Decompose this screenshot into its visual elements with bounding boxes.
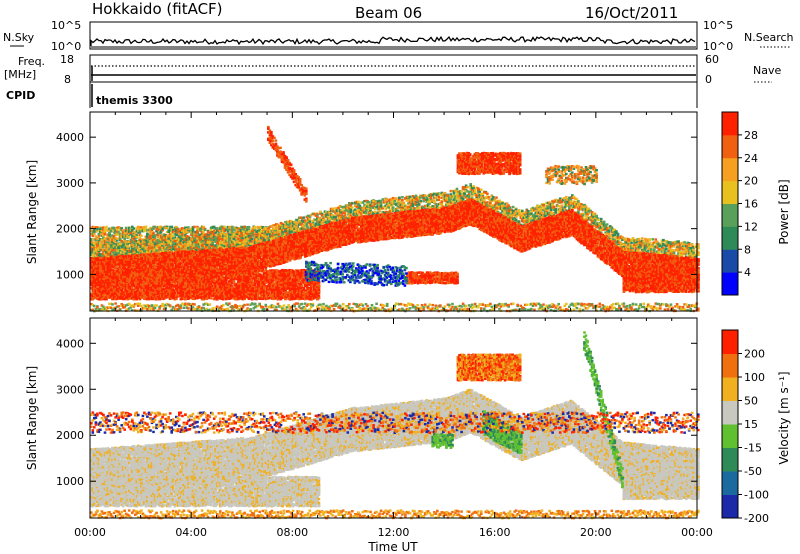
cpid-panel: CPID themis 3300 — [6, 82, 697, 108]
colorbar-tick-label: 15 — [744, 418, 758, 431]
colorbar-tick-label: 20 — [744, 175, 758, 188]
colorbar-swatch — [722, 204, 738, 227]
colorbar-swatch — [722, 377, 738, 401]
x-tick-label: 04:00 — [175, 526, 207, 539]
colorbar-swatch — [722, 424, 738, 448]
freq-tick-top: 18 — [60, 53, 74, 66]
y-tick-label: 4000 — [56, 131, 84, 144]
date-title: 16/Oct/2011 — [585, 4, 678, 22]
x-tick-label: 20:00 — [580, 526, 612, 539]
colorbar-tick-label: 8 — [744, 243, 751, 256]
y-tick-label: 2000 — [56, 429, 84, 442]
x-tick-label: 00:00 — [681, 526, 713, 539]
colorbar-tick-label: 4 — [744, 266, 751, 279]
beam-title: Beam 06 — [355, 4, 422, 22]
colorbar-swatch — [722, 330, 738, 354]
xlabel: Time UT — [367, 540, 418, 554]
colorbar-swatch — [722, 158, 738, 181]
y-tick-label: 1000 — [56, 268, 84, 281]
colorbar-swatch — [722, 226, 738, 249]
nsky-trace — [91, 37, 696, 47]
station-title: Hokkaido (fitACF) — [92, 0, 223, 18]
freq-unit: [MHz] — [4, 68, 36, 81]
velocity-colorbar-label: Velocity [m s⁻¹] — [777, 371, 791, 464]
power-panel: 1000 2000 3000 4000 Slant Range [km] 4 8 12 16… — [25, 112, 791, 312]
colorbar-tick-label: 50 — [744, 395, 758, 408]
nsky-tick-top: 10^5 — [51, 19, 81, 32]
colorbar-swatch — [722, 471, 738, 495]
velocity-ylabel: Slant Range [km] — [25, 366, 39, 470]
nsearch-label: N.Search — [744, 31, 794, 44]
colorbar-swatch — [722, 401, 738, 425]
colorbar-tick-label: 100 — [744, 371, 765, 384]
colorbar-tick-label: -15 — [744, 442, 762, 455]
colorbar-swatch — [722, 448, 738, 472]
cpid-label: CPID — [6, 89, 35, 102]
colorbar-tick-label: 24 — [744, 152, 758, 165]
nsky-panel: N.Sky 10^5 10^0 10^5 10^0 N.Search — [3, 19, 794, 53]
velocity-panel: 1000 2000 3000 4000 Slant Range [km] 200 100… — [25, 112, 791, 554]
power-ylabel: Slant Range [km] — [25, 160, 39, 264]
y-tick-label: 2000 — [56, 223, 84, 236]
x-tick-label: 00:00 — [74, 526, 106, 539]
colorbar-swatch — [722, 135, 738, 158]
colorbar-tick-label: 16 — [744, 198, 758, 211]
velocity-colorbar: 200 100 50 15 -15 -50 -100 -200 — [722, 330, 769, 525]
colorbar-tick-label: 200 — [744, 348, 765, 361]
freq-tick-bottom: 8 — [64, 73, 71, 86]
y-tick-label: 1000 — [56, 475, 84, 488]
colorbar-swatch — [722, 272, 738, 295]
y-tick-label: 4000 — [56, 337, 84, 350]
nsky-label: N.Sky — [3, 31, 35, 44]
radar-summary-plot: Hokkaido (fitACF) Beam 06 16/Oct/2011 N.… — [0, 0, 800, 554]
nsky-tick-bottom: 10^0 — [51, 40, 81, 53]
nave-label: Nave — [753, 64, 781, 77]
colorbar-swatch — [722, 181, 738, 204]
power-colorbar-label: Power [dB] — [777, 179, 791, 244]
x-tick-label: 16:00 — [479, 526, 511, 539]
power-colorbar: 4 8 12 16 20 24 28 — [722, 112, 758, 296]
x-tick-label: 08:00 — [276, 526, 308, 539]
colorbar-swatch — [722, 249, 738, 272]
colorbar-tick-label: -50 — [744, 465, 762, 478]
nave-tick-bottom: 0 — [705, 73, 712, 86]
freq-label: Freq. — [18, 55, 45, 68]
colorbar-swatch — [722, 495, 738, 519]
colorbar-tick-label: -100 — [744, 489, 769, 502]
colorbar-swatch — [722, 354, 738, 378]
colorbar-tick-label: 12 — [744, 220, 758, 233]
y-tick-label: 3000 — [56, 383, 84, 396]
x-tick-label: 12:00 — [378, 526, 410, 539]
freq-panel: Freq. [MHz] 18 8 60 0 Nave — [4, 53, 781, 86]
velocity-heatmap — [90, 331, 700, 519]
nsearch-tick-top: 10^5 — [703, 19, 733, 32]
colorbar-tick-label: -200 — [744, 512, 769, 525]
cpid-value: themis 3300 — [96, 94, 173, 107]
colorbar-tick-label: 28 — [744, 129, 758, 142]
nave-tick-top: 60 — [705, 53, 719, 66]
y-tick-label: 3000 — [56, 177, 84, 190]
nsearch-tick-bottom: 10^0 — [703, 40, 733, 53]
power-heatmap — [90, 126, 700, 313]
colorbar-swatch — [722, 112, 738, 135]
